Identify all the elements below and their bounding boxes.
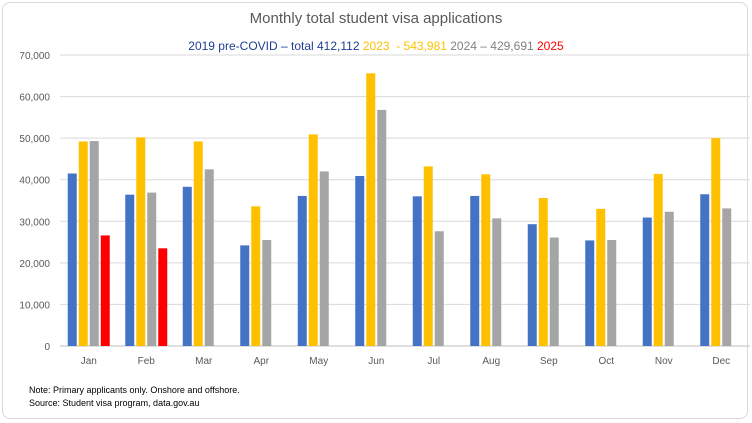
legend-2024: 2024 – 429,691 (450, 39, 537, 53)
y-tick-label: 70,000 (19, 51, 50, 62)
source-text: Source: Student visa program, data.gov.a… (29, 398, 200, 408)
y-tick-label: 0 (44, 342, 50, 353)
bar-2024-dec (722, 208, 732, 346)
x-tick-label: Mar (195, 356, 213, 367)
y-tick-label: 60,000 (19, 93, 50, 104)
bar-2023-mar (193, 141, 203, 346)
x-tick-label: Aug (482, 356, 500, 367)
y-tick-label: 50,000 (19, 134, 50, 145)
y-tick-label: 40,000 (19, 176, 50, 187)
legend-2025: 2025 (537, 39, 564, 53)
bar-2024-may (319, 171, 329, 346)
note-text: Note: Primary applicants only. Onshore a… (29, 385, 240, 395)
legend-2023: 2023 - 543,981 (362, 39, 451, 53)
y-tick-label: 30,000 (19, 217, 50, 228)
bar-2023-may (308, 134, 318, 346)
bar-2024-jan (89, 141, 99, 346)
x-tick-label: Dec (712, 356, 730, 367)
x-tick-label: May (309, 356, 328, 367)
bar-2019-jan (67, 173, 77, 346)
bar-2019-sep (527, 224, 537, 346)
x-tick-label: Jan (81, 356, 97, 367)
bar-2023-nov (653, 173, 663, 346)
x-tick-label: Sep (540, 356, 558, 367)
bar-2019-apr (240, 245, 250, 346)
bar-2019-dec (700, 194, 710, 346)
bar-2024-aug (492, 218, 502, 346)
x-tick-label: Oct (598, 356, 614, 367)
x-tick-label: Feb (138, 356, 156, 367)
bar-2019-mar (182, 186, 192, 346)
bar-2024-nov (664, 211, 674, 346)
bar-2023-sep (538, 198, 548, 346)
x-tick-label: Nov (655, 356, 673, 367)
bar-2024-mar (204, 169, 214, 346)
bar-2024-apr (262, 239, 272, 346)
x-tick-label: Apr (253, 356, 269, 367)
bar-2023-feb (136, 137, 146, 346)
bar-2019-may (297, 195, 307, 346)
x-tick-label: Jun (368, 356, 384, 367)
bar-2019-nov (642, 217, 652, 346)
bar-2024-feb (147, 192, 157, 346)
bar-2019-jul (412, 196, 422, 346)
bar-2023-apr (251, 206, 261, 346)
bar-2023-dec (711, 138, 721, 346)
bar-2024-sep (549, 237, 559, 346)
bar-2023-jan (78, 141, 88, 346)
chart-legend: 2019 pre-COVID – total 412,112 2023 - 54… (0, 39, 752, 53)
bar-2025-jan (100, 235, 110, 346)
bar-2024-jul (434, 231, 444, 346)
chart-title: Monthly total student visa applications (249, 10, 503, 27)
bar-2023-jun (366, 73, 376, 346)
bar-2023-aug (481, 174, 491, 346)
x-tick-label: Jul (427, 356, 440, 367)
bar-2019-feb (125, 194, 135, 346)
bar-2019-oct (585, 240, 595, 346)
bar-2019-jun (355, 175, 365, 346)
legend-2019: 2019 pre-COVID – total 412,112 (188, 39, 363, 53)
bar-2024-jun (377, 109, 387, 346)
y-tick-label: 20,000 (19, 259, 50, 270)
bar-2019-aug (470, 195, 480, 346)
bar-2023-oct (596, 208, 606, 346)
bar-2025-feb (158, 248, 168, 346)
bar-2023-jul (423, 166, 433, 346)
y-tick-label: 10,000 (19, 300, 50, 311)
bar-2024-oct (607, 239, 617, 346)
